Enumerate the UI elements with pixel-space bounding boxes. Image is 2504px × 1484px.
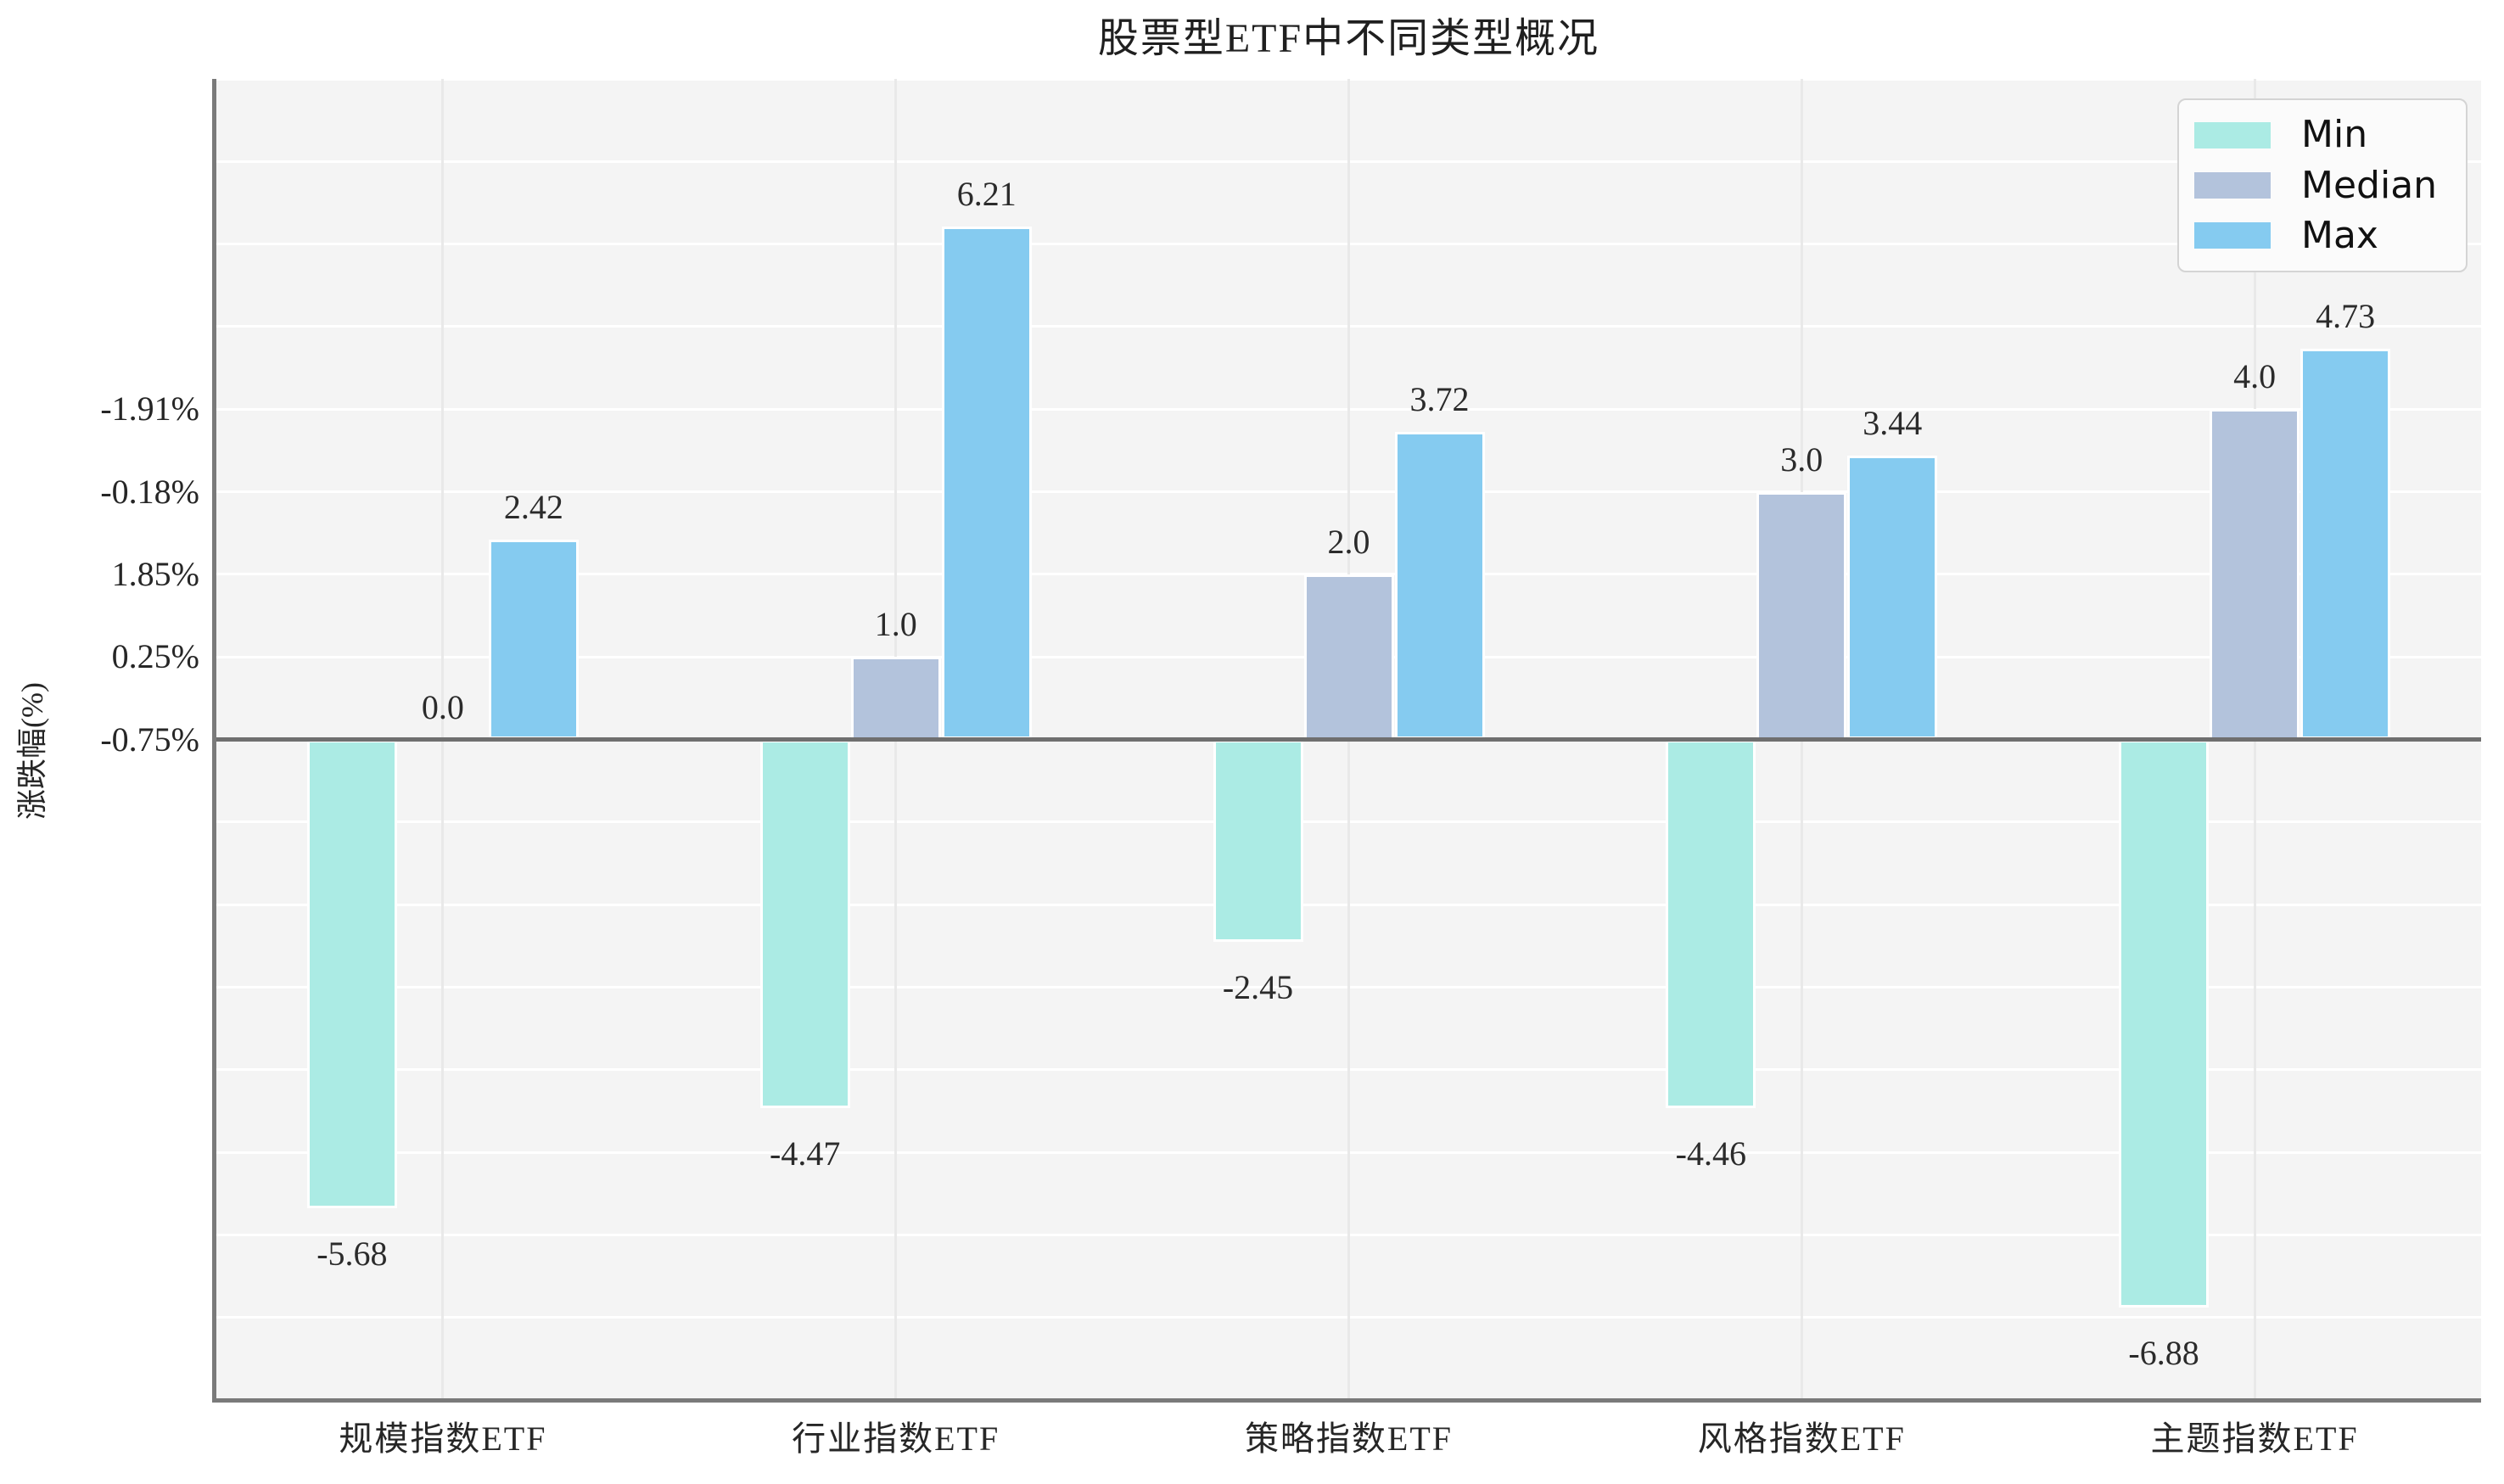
x-axis-spine [212, 1398, 2481, 1403]
legend-label: Max [2301, 213, 2378, 257]
bar-value-label: 4.0 [2233, 357, 2277, 396]
bar-value-label: 0.0 [421, 687, 464, 726]
x-tick-label-5: 主题指数ETF [2150, 1420, 2359, 1458]
chart-title: 股票型ETF中不同类型概况 [1097, 16, 1600, 61]
legend: Min Median Max [2177, 98, 2468, 272]
y-tick-label: 0.25% [111, 637, 199, 676]
bar-value-label: -4.47 [770, 1134, 841, 1173]
bar-min-1 [306, 739, 397, 1209]
y-tick-label: -0.18% [100, 472, 199, 511]
bar-value-label: 1.0 [874, 605, 917, 644]
x-tick-label-3: 策略指数ETF [1244, 1420, 1454, 1458]
bar-value-label: 3.0 [1780, 440, 1823, 479]
bar-median-5 [2210, 409, 2300, 740]
zero-baseline [216, 737, 2481, 742]
bar-median-3 [1303, 574, 1394, 740]
plot-area: -5.68 -4.47 -2.45 -4.46 -6.88 0.0 1.0 2.0 3.0 4.0… [216, 77, 2481, 1402]
x-tick-label-1: 规模指数ETF [339, 1420, 547, 1458]
y-tick-label: -1.91% [100, 389, 199, 428]
legend-item-max: Max [2179, 213, 2466, 257]
bar-value-label: -4.46 [1675, 1134, 1746, 1173]
bar-value-label: -6.88 [2128, 1334, 2199, 1372]
legend-label: Median [2301, 163, 2438, 207]
x-tick-label-2: 行业指数ETF [792, 1420, 1000, 1458]
bar-value-label: 3.72 [1409, 380, 1470, 419]
bar-max-3 [1394, 432, 1485, 740]
bar-median-2 [850, 657, 941, 740]
legend-label: Min [2301, 113, 2368, 157]
bar-value-label: 4.73 [2316, 297, 2376, 336]
bar-min-5 [2119, 739, 2210, 1308]
bar-min-2 [759, 739, 850, 1109]
y-axis-spine [212, 79, 216, 1400]
bar-value-label: 2.42 [503, 488, 563, 526]
bar-value-label: 2.0 [1327, 522, 1370, 561]
y-axis-label: 涨跌幅(%) [15, 682, 49, 820]
legend-item-median: Median [2179, 165, 2466, 206]
bar-value-label: 3.44 [1863, 403, 1923, 442]
y-tick-label: -0.75% [100, 720, 199, 759]
legend-swatch-median [2194, 172, 2271, 199]
bar-max-1 [488, 540, 579, 740]
bar-min-3 [1213, 739, 1303, 942]
legend-item-min: Min [2179, 115, 2466, 155]
legend-swatch-min [2194, 121, 2271, 148]
bar-max-5 [2300, 349, 2391, 740]
x-tick-label-4: 风格指数ETF [1697, 1420, 1906, 1458]
bar-value-label: -5.68 [317, 1235, 388, 1274]
bar-min-4 [1666, 739, 1756, 1108]
y-tick-label: 1.85% [111, 554, 199, 593]
bar-value-label: 6.21 [956, 175, 1017, 214]
bar-max-4 [1847, 455, 1938, 740]
bar-median-4 [1756, 491, 1847, 740]
bar-max-2 [941, 227, 1032, 740]
bar-value-label: -2.45 [1222, 967, 1294, 1006]
legend-swatch-max [2194, 222, 2271, 249]
